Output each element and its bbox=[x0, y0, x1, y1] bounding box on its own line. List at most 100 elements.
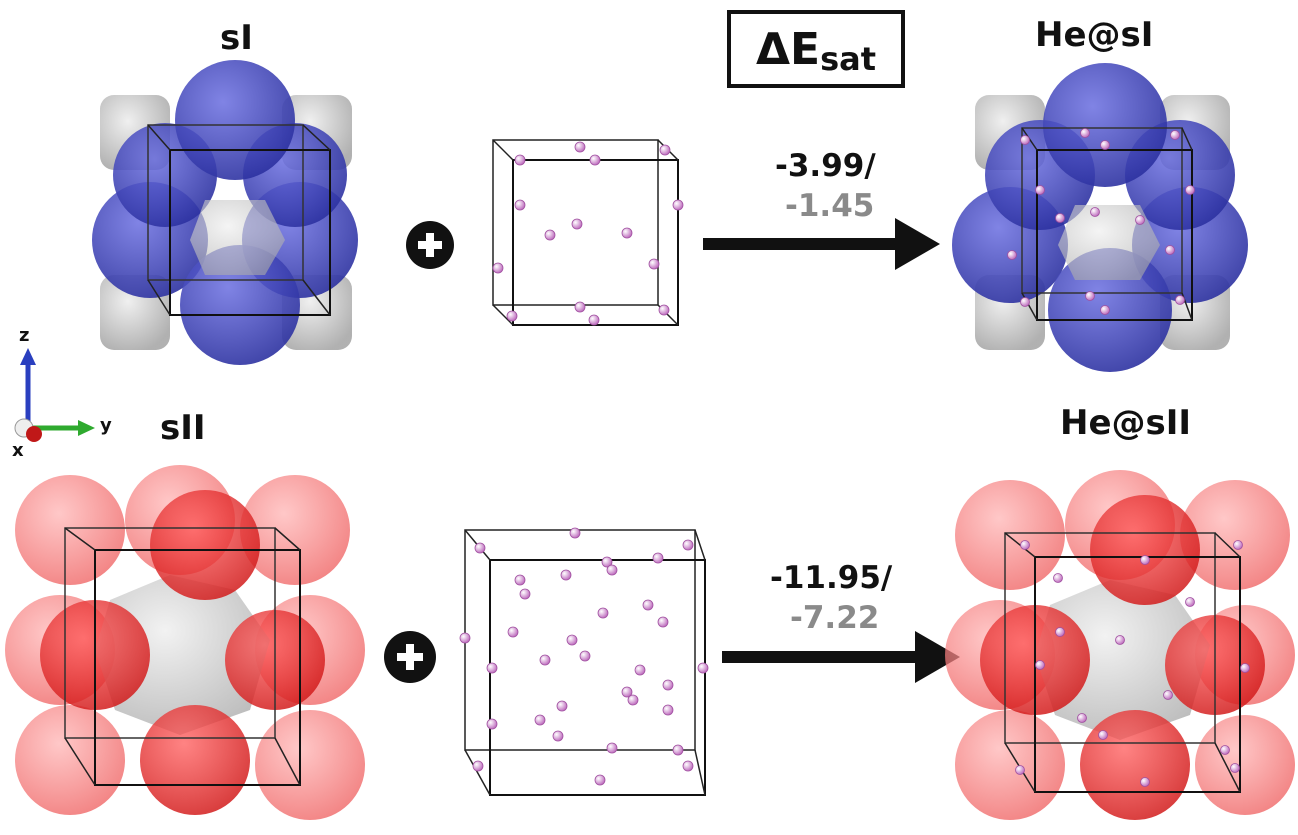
helium-atom bbox=[588, 314, 600, 326]
he-sI-structure bbox=[952, 63, 1248, 372]
helium-atom bbox=[472, 760, 484, 772]
blue-cage bbox=[175, 60, 295, 180]
helium-atom bbox=[1185, 597, 1195, 607]
helium-atom bbox=[1230, 763, 1240, 773]
sat-subscript: sat bbox=[820, 40, 877, 78]
axis-x-label: x bbox=[12, 440, 24, 461]
helium-atom bbox=[1055, 627, 1065, 637]
plus-symbol bbox=[384, 631, 436, 683]
helium-atom bbox=[1220, 745, 1230, 755]
axis-indicator bbox=[14, 348, 95, 442]
helium-box-sII bbox=[459, 527, 709, 796]
helium-atom bbox=[514, 574, 526, 586]
helium-atom bbox=[1085, 291, 1095, 301]
helium-atom bbox=[621, 686, 633, 698]
helium-atom bbox=[1135, 215, 1145, 225]
helium-atom bbox=[1020, 297, 1030, 307]
helium-atom bbox=[1035, 185, 1045, 195]
helium-atom bbox=[662, 679, 674, 691]
he-sII-label: He@sII bbox=[1060, 403, 1192, 443]
helium-atom bbox=[594, 774, 606, 786]
helium-atom bbox=[506, 310, 518, 322]
helium-atom bbox=[560, 569, 572, 581]
helium-atom bbox=[1165, 245, 1175, 255]
blue-cage bbox=[1043, 63, 1167, 187]
helium-atom bbox=[662, 704, 674, 716]
helium-atom bbox=[544, 229, 556, 241]
red-cage bbox=[955, 710, 1065, 820]
axis-z-label: z bbox=[19, 325, 30, 346]
helium-box-sI bbox=[492, 139, 684, 326]
helium-atom bbox=[1020, 540, 1030, 550]
helium-atom bbox=[1090, 207, 1100, 217]
helium-atom bbox=[474, 542, 486, 554]
grey-cage bbox=[190, 200, 285, 275]
helium-atom bbox=[1140, 777, 1150, 787]
reaction-1-secondary-value: -1.45 bbox=[785, 188, 875, 224]
helium-atom bbox=[1185, 185, 1195, 195]
sI-label: sI bbox=[220, 18, 253, 58]
helium-atom bbox=[672, 744, 684, 756]
red-cage bbox=[955, 480, 1065, 590]
unit-cell-back bbox=[147, 124, 304, 281]
helium-atom bbox=[697, 662, 709, 674]
helium-atom bbox=[659, 144, 671, 156]
helium-atom bbox=[606, 742, 618, 754]
helium-atom bbox=[507, 626, 519, 638]
helium-atom bbox=[589, 154, 601, 166]
helium-atom bbox=[552, 730, 564, 742]
helium-atom bbox=[534, 714, 546, 726]
grey-cage bbox=[95, 575, 270, 735]
helium-atom bbox=[606, 564, 618, 576]
helium-atom bbox=[569, 527, 581, 539]
helium-atom bbox=[597, 607, 609, 619]
red-cage bbox=[15, 475, 125, 585]
helium-atom bbox=[566, 634, 578, 646]
reaction-arrow bbox=[703, 218, 940, 270]
red-cage bbox=[1090, 495, 1200, 605]
helium-atom bbox=[1240, 663, 1250, 673]
red-cage bbox=[15, 705, 125, 815]
helium-atom bbox=[1080, 128, 1090, 138]
helium-atom bbox=[1007, 250, 1017, 260]
helium-atom bbox=[1233, 540, 1243, 550]
helium-atom bbox=[657, 616, 669, 628]
helium-atom bbox=[574, 301, 586, 313]
helium-atom bbox=[1100, 140, 1110, 150]
helium-atom bbox=[648, 258, 660, 270]
helium-atom bbox=[1170, 130, 1180, 140]
helium-atom bbox=[539, 654, 551, 666]
he-sII-structure bbox=[945, 470, 1295, 820]
red-cage bbox=[1080, 710, 1190, 820]
helium-atom bbox=[571, 218, 583, 230]
helium-atom bbox=[579, 650, 591, 662]
helium-atom bbox=[652, 552, 664, 564]
helium-atom bbox=[682, 539, 694, 551]
unit-cell-front bbox=[169, 149, 331, 316]
red-cage bbox=[140, 705, 250, 815]
helium-atom bbox=[492, 262, 504, 274]
sI-structure bbox=[92, 60, 358, 365]
helium-atom bbox=[574, 141, 586, 153]
red-cage bbox=[1195, 715, 1295, 815]
helium-atom bbox=[627, 694, 639, 706]
red-cage bbox=[255, 710, 365, 820]
helium-atom bbox=[1175, 295, 1185, 305]
red-cage bbox=[240, 475, 350, 585]
reaction-2-secondary-value: -7.22 bbox=[790, 600, 880, 636]
red-cage bbox=[150, 490, 260, 600]
helium-atom bbox=[514, 154, 526, 166]
helium-atom bbox=[486, 662, 498, 674]
helium-atom bbox=[642, 599, 654, 611]
helium-atom bbox=[682, 760, 694, 772]
sII-label: sII bbox=[160, 408, 206, 448]
helium-atom bbox=[556, 700, 568, 712]
helium-atom bbox=[1163, 690, 1173, 700]
plus-symbol bbox=[406, 221, 454, 269]
helium-atom bbox=[1140, 555, 1150, 565]
helium-atom bbox=[1055, 213, 1065, 223]
helium-atom bbox=[1077, 713, 1087, 723]
helium-atom bbox=[672, 199, 684, 211]
helium-atom bbox=[1053, 573, 1063, 583]
sII-structure bbox=[5, 465, 365, 820]
